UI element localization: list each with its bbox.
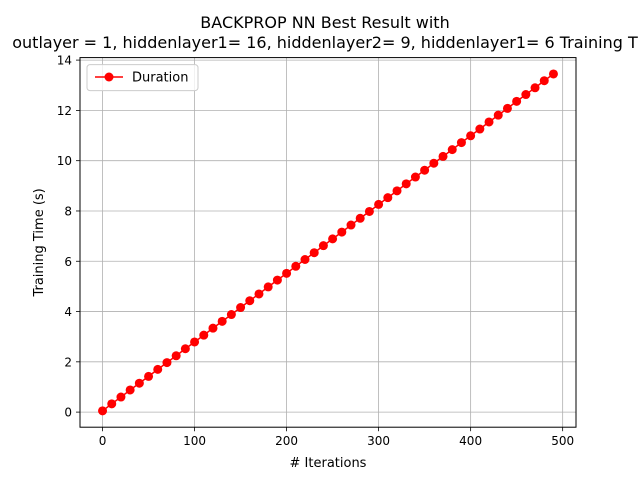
y-tick-label: 12 [57, 104, 72, 118]
data-point [410, 172, 420, 182]
grid [80, 57, 576, 428]
data-point [383, 193, 393, 203]
plot-area [98, 69, 558, 416]
x-tick-label: 200 [275, 434, 298, 448]
data-point [475, 124, 485, 134]
y-tick-label: 10 [57, 154, 72, 168]
data-point [107, 399, 117, 409]
data-point [190, 337, 200, 347]
data-point [226, 310, 236, 320]
data-point [420, 165, 430, 175]
data-point [98, 406, 108, 416]
data-point [429, 158, 439, 168]
data-point [217, 316, 227, 326]
data-point [309, 248, 319, 258]
data-point [144, 371, 154, 381]
x-tick-label: 500 [551, 434, 574, 448]
data-point [162, 358, 172, 368]
legend-label-duration: Duration [132, 71, 188, 86]
y-tick-label: 8 [64, 204, 72, 218]
data-point [328, 234, 338, 244]
data-point [153, 364, 163, 374]
data-point [548, 69, 558, 79]
x-tick-label: 0 [99, 434, 107, 448]
data-point [401, 179, 411, 189]
data-point [447, 145, 457, 155]
legend-marker [104, 72, 114, 82]
data-point [502, 103, 512, 113]
x-tick-label: 400 [459, 434, 482, 448]
data-point [493, 110, 503, 120]
chart-title-line2: outlayer = 1, hiddenlayer1= 16, hiddenla… [12, 33, 638, 52]
data-point [374, 199, 384, 209]
data-point [466, 131, 476, 141]
data-point [263, 282, 273, 292]
x-tick-label: 300 [367, 434, 390, 448]
data-point [539, 76, 549, 86]
y-tick-label: 6 [64, 255, 72, 269]
data-point [272, 275, 282, 285]
data-point [300, 254, 310, 264]
data-point [364, 206, 374, 216]
data-point [208, 323, 218, 333]
x-tick-label: 100 [183, 434, 206, 448]
data-point [512, 96, 522, 106]
data-point [282, 268, 292, 278]
data-point [236, 303, 246, 313]
plot-frame [79, 57, 577, 428]
data-point [438, 151, 448, 161]
data-point [530, 83, 540, 93]
data-point [346, 220, 356, 230]
data-point [171, 351, 181, 361]
data-point [484, 117, 494, 127]
data-point [125, 385, 135, 395]
data-point [134, 378, 144, 388]
x-ticks: 0 100 200 300 400 500 [99, 427, 574, 448]
data-point [521, 90, 531, 100]
data-point [180, 344, 190, 354]
data-point [116, 392, 126, 402]
y-tick-label: 0 [64, 406, 72, 420]
y-axis-label: Training Time (s) [32, 188, 47, 297]
data-point [199, 330, 209, 340]
data-point [245, 296, 255, 306]
data-point [392, 186, 402, 196]
data-point [456, 138, 466, 148]
data-point [254, 289, 264, 299]
y-ticks: 0 2 4 6 8 10 12 14 [57, 54, 80, 420]
data-point [337, 227, 347, 237]
legend: Duration [86, 64, 199, 92]
chart-title-line1: BACKPROP NN Best Result with [200, 13, 449, 32]
data-point [291, 261, 301, 271]
y-tick-label: 14 [57, 54, 72, 68]
y-tick-label: 4 [64, 305, 72, 319]
legend-box [86, 64, 199, 92]
data-point [318, 241, 328, 251]
data-point [355, 213, 365, 223]
x-axis-label: # Iterations [290, 456, 367, 471]
y-tick-label: 2 [64, 355, 72, 369]
